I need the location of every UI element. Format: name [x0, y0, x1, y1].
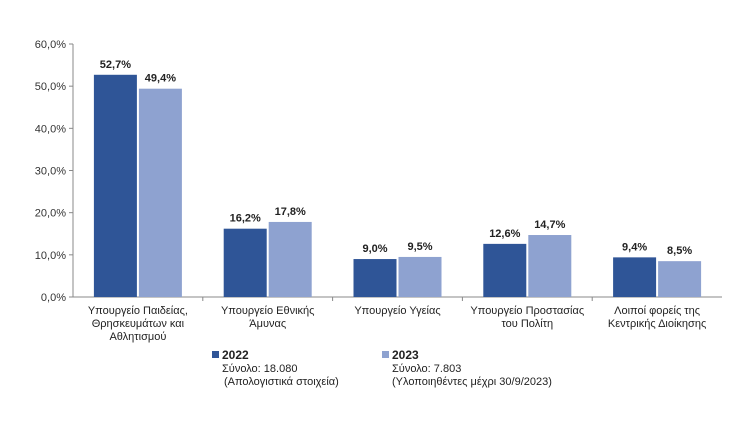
bar-2023	[658, 261, 702, 297]
category-label: Άμυνας	[249, 318, 286, 330]
category-label: του Πολίτη	[501, 318, 553, 330]
category-label: Υπουργείο Παιδείας,	[88, 305, 188, 317]
category-label: Λοιποί φορείς της	[614, 305, 700, 317]
legend-name-2023: 2023	[392, 348, 419, 362]
category-label: Κεντρικής Διοίκησης	[608, 318, 706, 330]
bar-2022	[613, 257, 657, 297]
legend-2023: 2023 Σύνολο: 7.803 (Υλοποιηθέντες μέχρι …	[382, 349, 552, 389]
data-label-2023: 9,5%	[407, 241, 432, 253]
category-label: Υπουργείο Προστασίας	[470, 305, 584, 317]
bar-2023	[398, 256, 442, 297]
y-tick-label: 30,0%	[35, 166, 66, 178]
category-label: Θρησκευμάτων και	[92, 318, 185, 330]
bar-chart: 0,0% 10,0% 20,0% 30,0% 40,0% 50,0% 60,0% 52,7% 4…	[35, 39, 722, 343]
y-tick-label: 50,0%	[35, 81, 66, 93]
legend-swatch-2022	[212, 351, 219, 358]
data-label-2023: 17,8%	[275, 206, 306, 218]
data-label-2022: 9,0%	[362, 243, 387, 255]
data-label-2023: 14,7%	[534, 219, 565, 231]
category-label: Αθλητισμού	[109, 331, 166, 343]
y-tick-label: 10,0%	[35, 250, 66, 262]
category-label: Υπουργείο Εθνικής	[221, 305, 315, 317]
legend-note-2022: (Απολογιστικά στοιχεία)	[224, 376, 339, 388]
bar-2023	[268, 221, 312, 297]
data-label-2023: 8,5%	[667, 245, 692, 257]
bar-2022	[93, 74, 137, 297]
legend-total-2022: Σύνολο: 18.080	[222, 363, 298, 375]
y-tick-label: 20,0%	[35, 208, 66, 220]
bar-2022	[483, 243, 527, 297]
bar-2023	[138, 88, 182, 298]
legend-2022: 2022 Σύνολο: 18.080 (Απολογιστικά στοιχε…	[212, 349, 339, 389]
bar-2023	[528, 235, 572, 297]
data-label-2022: 9,4%	[622, 241, 647, 253]
category-label: Υπουργείο Υγείας	[354, 305, 440, 317]
bar-2022	[223, 228, 267, 297]
legend-note-2023: (Υλοποιηθέντες μέχρι 30/9/2023)	[392, 376, 552, 388]
data-label-2022: 12,6%	[489, 228, 520, 240]
legend-swatch-2023	[382, 351, 389, 358]
y-tick-label: 40,0%	[35, 123, 66, 135]
y-tick-label: 0,0%	[41, 292, 66, 304]
legend-total-2023: Σύνολο: 7.803	[392, 363, 462, 375]
data-label-2023: 49,4%	[145, 73, 176, 85]
y-tick-label: 60,0%	[35, 39, 66, 51]
bar-2022	[353, 259, 397, 297]
data-label-2022: 16,2%	[230, 213, 261, 225]
legend-name-2022: 2022	[222, 348, 249, 362]
data-label-2022: 52,7%	[100, 59, 131, 71]
